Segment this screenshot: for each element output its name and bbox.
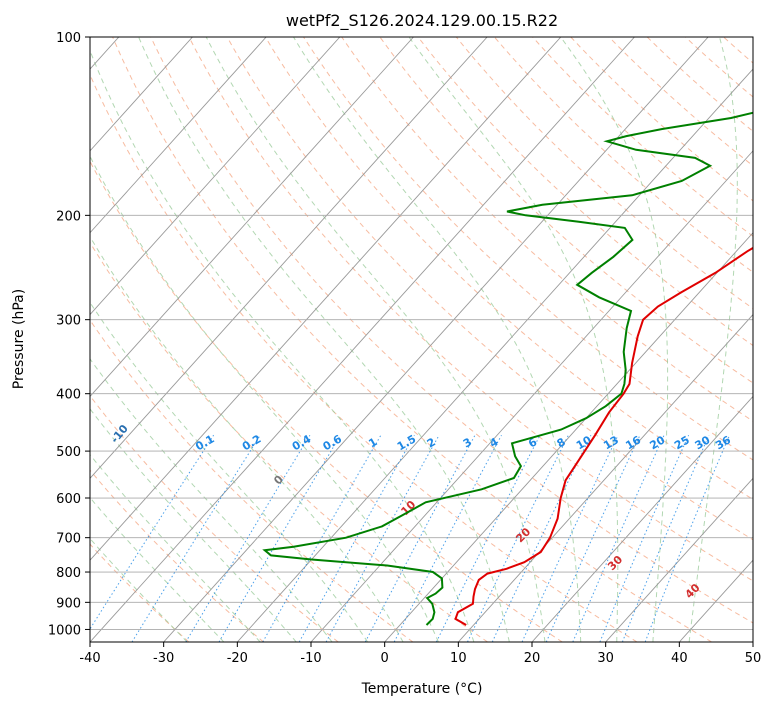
isotherm [90,37,488,479]
dry-adiabat [188,37,753,582]
isotherm [457,313,753,642]
y-tick-label: 700 [56,532,81,547]
moist-adiabat [138,37,510,642]
mixing-ratio-line [545,434,641,642]
x-tick-label: 20 [524,651,541,666]
isotherm [605,477,753,642]
isotherm [384,232,753,642]
moist-adiabat [90,496,225,642]
y-tick-label: 100 [56,31,81,46]
dry-adiabat [570,37,753,202]
moist-adiabat [90,301,369,642]
dry-adiabat [494,37,753,273]
moist-adiabat [293,37,582,642]
moist-adiabat [90,453,261,642]
y-tick-label: 200 [56,209,81,224]
moist-adiabat [560,37,669,642]
mixing-ratio-line [599,434,690,642]
dry-adiabat [90,160,563,642]
x-tick-label: 30 [597,651,614,666]
dry-adiabat [150,37,753,624]
y-tick-label: 800 [56,566,81,581]
y-tick-label: 900 [56,596,81,611]
isotherm [90,37,635,642]
isotherm [90,37,414,398]
x-tick-label: -20 [227,651,248,666]
dry-adiabat [379,37,753,384]
dry-adiabat [90,319,414,642]
dewpoint-line [262,111,753,626]
mixing-ratio-line [644,434,731,642]
dry-adiabat [608,37,753,167]
moist-adiabat [90,408,297,642]
dry-adiabat [112,37,712,642]
moist-adiabat [90,49,475,642]
plot-frame [89,36,754,643]
dry-adiabat [455,37,753,310]
axes: -40 -30 -20 -10 0 10 20 30 40 50 100 200 300 400 500 60… [48,31,761,666]
x-axis-label: Temperature (°C) [361,681,483,697]
mixing-ratio-line [325,434,440,642]
x-tick-label: 10 [450,651,467,666]
mixing-ratio-line [90,434,215,630]
dry-adiabat [303,37,753,461]
moist-adiabat [90,358,333,642]
moist-adiabat [90,235,404,642]
x-tick-label: 40 [671,651,688,666]
mixing-ratio-line [393,434,502,642]
x-tick-label: -30 [153,651,174,666]
dry-adiabat [264,37,753,501]
isotherm [310,150,753,642]
y-tick-label: 400 [56,388,81,403]
mixing-ratio-line [621,434,710,642]
mixing-ratio-line [298,434,415,642]
isotherm [90,37,267,234]
isotherm [90,37,341,316]
mixing-ratio-line [185,434,311,642]
mixing-ratio-line [131,434,261,642]
chart-title: wetPf2_S126.2024.129.00.15.R22 [286,11,558,31]
isotherm [90,37,562,561]
mixing-ratio-line [364,434,476,642]
x-tick-label: 0 [381,651,389,666]
y-tick-label: 1000 [48,623,81,638]
x-tick-label: -40 [79,651,100,666]
x-tick-label: 50 [745,651,762,666]
y-tick-label: 600 [56,492,81,507]
isotherm [531,395,753,642]
mixing-ratio-line [572,434,665,642]
x-tick-label: -10 [300,651,321,666]
dry-adiabat [90,73,638,642]
moist-adiabat [90,537,188,642]
y-tick-label: 500 [56,445,81,460]
sounding-profiles [262,111,753,626]
y-axis-label: Pressure (hPa) [11,289,27,389]
dry-adiabat [226,37,753,541]
y-tick-label: 300 [56,314,81,329]
dry-adiabat [532,37,753,237]
mixing-ratio-line [435,434,541,642]
moist-adiabat [205,37,546,642]
temperature-line [454,246,753,626]
moist-adiabat [408,37,619,642]
moist-adiabat [688,37,738,642]
moist-adiabat [90,155,439,642]
dry-adiabat [90,469,264,642]
dry-adiabat [417,37,753,347]
dry-adiabat [90,394,339,642]
isotherm [90,37,193,152]
